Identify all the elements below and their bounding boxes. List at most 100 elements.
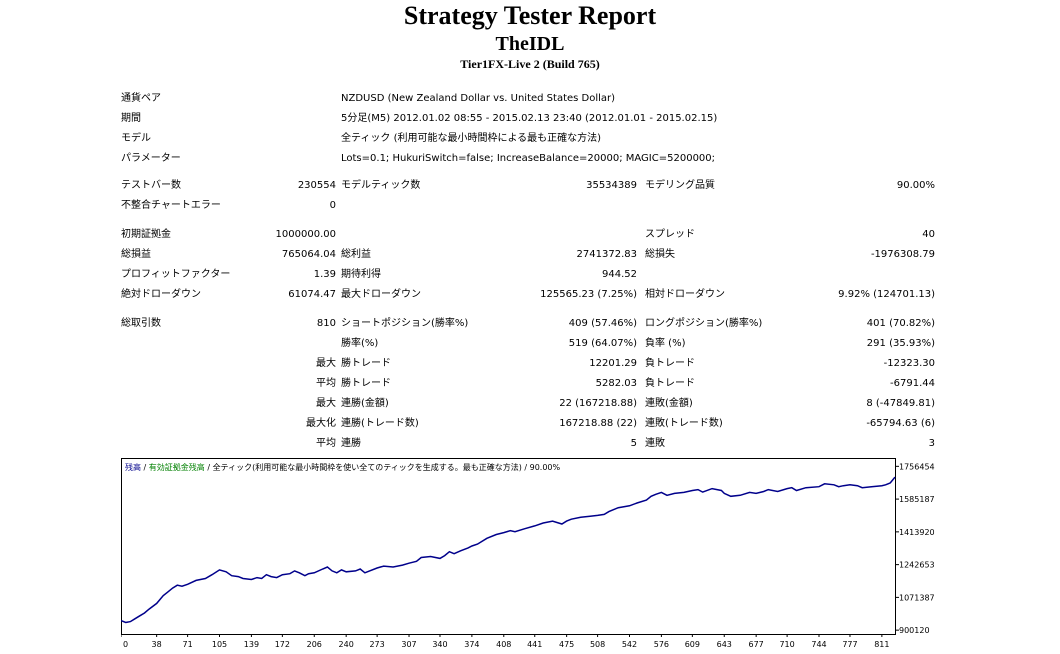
params-value: Lots=0.1; HukuriSwitch=false; IncreaseBa…	[341, 153, 716, 164]
period-value: 5分足(M5) 2012.01.02 08:55 - 2015.02.13 23…	[341, 113, 718, 124]
absdd-label: 絶対ドローダウン	[121, 289, 201, 300]
maxcons-loss-value: 8 (-47849.81)	[866, 398, 935, 409]
avgcons-loss-value: 3	[928, 438, 935, 449]
maxcons-win-value: 22 (167218.88)	[559, 398, 637, 409]
y-tick-label: 1585187	[899, 495, 935, 504]
legend-sep: /	[141, 463, 149, 472]
maximal-win-value: 167218.88 (22)	[559, 418, 637, 429]
ticks-label: モデルティック数	[341, 180, 421, 191]
x-tick-label: 240	[339, 640, 354, 649]
model-value: 全ティック (利用可能な最小時間枠による最も正確な方法)	[341, 133, 602, 144]
balance-chart: 残高 / 有効証拠金残高 / 全ティック(利用可能な最小時間枠を使い全てのティッ…	[121, 458, 935, 649]
ticks-value: 35534389	[586, 180, 637, 191]
balance-line	[121, 476, 896, 624]
symbol-label: 通貨ペア	[121, 93, 161, 104]
trades-value: 810	[316, 318, 336, 329]
y-tick-label: 1071387	[899, 593, 935, 602]
largest-prefix: 最大	[316, 358, 336, 369]
legend-balance: 残高	[125, 462, 141, 472]
loss-value: 291 (35.93%)	[866, 338, 935, 349]
bars-label: テストバー数	[121, 180, 181, 191]
payoff-label: 期待利得	[341, 269, 381, 280]
largest-loss-label: 負トレード	[645, 358, 695, 369]
maximal-loss-label: 連敗(トレード数)	[645, 418, 723, 429]
maxcons-loss-label: 連敗(金額)	[645, 398, 693, 409]
absdd-value: 61074.47	[288, 289, 336, 300]
netprofit-label: 総損益	[121, 249, 151, 260]
symbol-value: NZDUSD (New Zealand Dollar vs. United St…	[341, 93, 616, 104]
trades-label: 総取引数	[121, 318, 161, 329]
legend-equity: 有効証拠金残高	[149, 462, 205, 472]
avg-prefix: 平均	[316, 378, 336, 389]
report-title: Strategy Tester Report	[403, 1, 657, 30]
deposit-label: 初期証拠金	[121, 229, 171, 240]
x-tick-label: 408	[496, 640, 511, 649]
x-tick-label: 576	[654, 640, 669, 649]
spread-value: 40	[922, 229, 935, 240]
x-tick-label: 172	[275, 640, 290, 649]
pf-label: プロフィットファクター	[121, 269, 231, 280]
x-axis: 0 38 71 105 139 172 206 240 273 307 340 374 408 441 47…	[121, 634, 890, 649]
x-tick-label: 0	[123, 640, 128, 649]
short-label: ショートポジション(勝率%)	[341, 318, 469, 329]
avg-win-label: 勝トレード	[341, 378, 391, 389]
maxcons-prefix: 最大	[316, 398, 336, 409]
y-tick-label: 1413920	[899, 528, 935, 537]
avg-win-value: 5282.03	[595, 378, 637, 389]
model-label: モデル	[121, 133, 151, 144]
quality-value: 90.00%	[896, 180, 935, 191]
x-tick-label: 508	[590, 640, 605, 649]
y-tick-label: 900120	[899, 626, 930, 635]
avgcons-win-value: 5	[630, 438, 637, 449]
x-tick-label: 273	[369, 640, 384, 649]
x-tick-label: 777	[842, 640, 857, 649]
spread-label: スプレッド	[645, 229, 695, 240]
errors-value: 0	[329, 200, 336, 211]
win-label: 勝率(%)	[341, 338, 379, 349]
avg-loss-value: -6791.44	[890, 378, 935, 389]
plot-area	[121, 458, 896, 635]
maximal-loss-value: -65794.63 (6)	[866, 418, 935, 429]
long-label: ロングポジション(勝率%)	[645, 318, 763, 329]
largest-loss-value: -12323.30	[883, 358, 935, 369]
x-tick-label: 374	[464, 640, 479, 649]
avgcons-loss-label: 連敗	[645, 438, 665, 449]
x-tick-label: 105	[212, 640, 227, 649]
params-label: パラメーター	[121, 153, 181, 164]
y-tick-label: 1756454	[899, 462, 935, 471]
x-tick-label: 38	[152, 640, 162, 649]
x-tick-label: 340	[432, 640, 447, 649]
maxdd-label: 最大ドローダウン	[341, 289, 421, 300]
win-value: 519 (64.07%)	[568, 338, 637, 349]
quality-label: モデリング品質	[645, 180, 715, 191]
long-value: 401 (70.82%)	[866, 318, 935, 329]
maximal-win-label: 連勝(トレード数)	[341, 418, 419, 429]
x-tick-label: 710	[779, 640, 794, 649]
avg-loss-label: 負トレード	[645, 378, 695, 389]
y-axis: 1756454 1585187 1413920 1242653 1071387 90012…	[895, 462, 935, 635]
largest-win-label: 勝トレード	[341, 358, 391, 369]
server-name: Tier1FX-Live 2 (Build 765)	[460, 57, 600, 71]
maxcons-win-label: 連勝(金額)	[341, 398, 389, 409]
maximal-prefix: 最大化	[306, 418, 336, 429]
x-tick-label: 139	[244, 640, 259, 649]
maxdd-value: 125565.23 (7.25%)	[540, 289, 637, 300]
grossprofit-value: 2741372.83	[576, 249, 637, 260]
reldd-label: 相対ドローダウン	[645, 289, 725, 300]
bars-value: 230554	[297, 180, 336, 191]
errors-label: 不整合チャートエラー	[121, 200, 221, 211]
x-tick-label: 206	[307, 640, 322, 649]
largest-win-value: 12201.29	[589, 358, 637, 369]
x-tick-label: 609	[685, 640, 700, 649]
x-tick-label: 643	[717, 640, 732, 649]
period-label: 期間	[121, 113, 141, 124]
x-tick-label: 542	[622, 640, 637, 649]
x-tick-label: 307	[401, 640, 416, 649]
x-tick-label: 677	[749, 640, 764, 649]
avgcons-win-label: 連勝	[341, 438, 361, 449]
y-tick-label: 1242653	[899, 561, 935, 570]
chart-legend: 残高 / 有効証拠金残高 / 全ティック(利用可能な最小時間枠を使い全てのティッ…	[125, 462, 561, 472]
grossprofit-label: 総利益	[341, 249, 371, 260]
x-tick-label: 475	[559, 640, 574, 649]
short-value: 409 (57.46%)	[568, 318, 637, 329]
